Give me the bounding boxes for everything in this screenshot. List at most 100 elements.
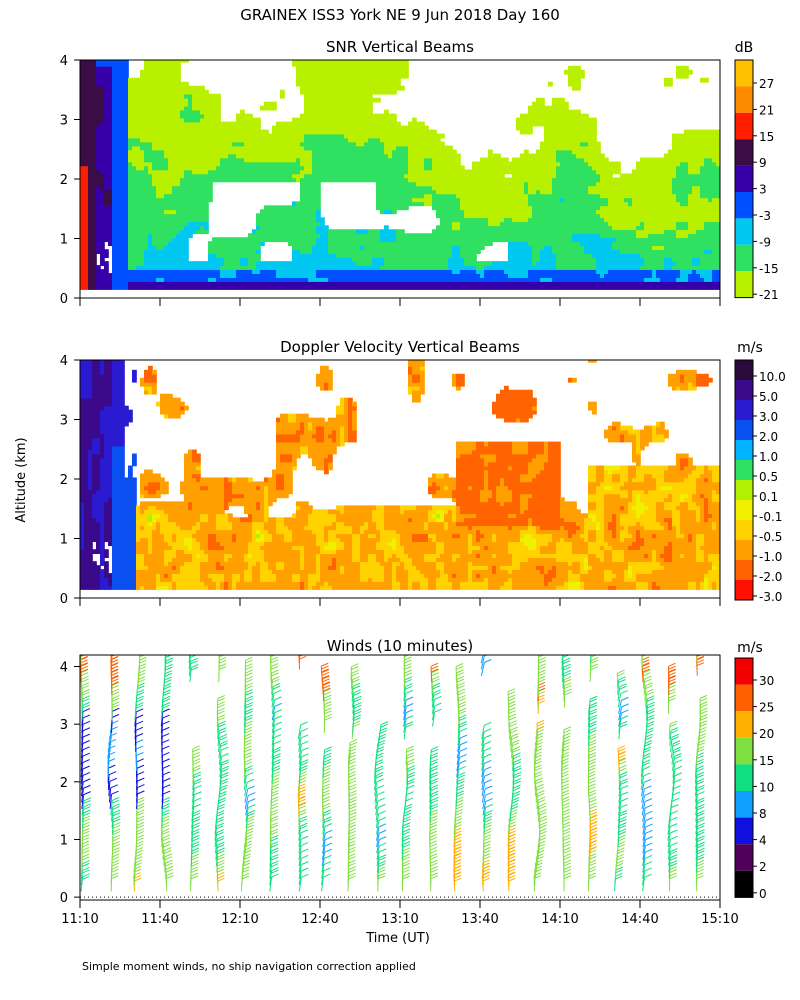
snr-cell [112, 261, 117, 266]
snr-cell [160, 145, 165, 151]
snr-cell [420, 253, 425, 258]
snr-cell [300, 189, 305, 195]
snr-cell [88, 205, 93, 211]
snr-cell [140, 269, 145, 274]
snr-cell [252, 233, 257, 239]
snr-cell [148, 209, 153, 215]
snr-cell [452, 161, 457, 167]
snr-cell [280, 261, 285, 266]
snr-cell [212, 145, 217, 151]
snr-cell [88, 117, 93, 123]
snr-cell [180, 177, 185, 183]
snr-cell [372, 145, 377, 151]
snr-cell [532, 165, 537, 171]
snr-cell [80, 113, 85, 119]
snr-cell [320, 153, 325, 159]
snr-cell [384, 173, 389, 179]
snr-cell [236, 281, 241, 286]
snr-cell [132, 181, 137, 187]
snr-cell [372, 73, 377, 79]
snr-cell [104, 281, 109, 286]
snr-cell [444, 173, 449, 179]
snr-cell [468, 169, 473, 175]
snr-cell [172, 257, 177, 262]
snr-cell [88, 65, 93, 71]
snr-cell [516, 273, 521, 278]
snr-cell [296, 257, 301, 262]
snr-cell [544, 277, 549, 282]
snr-cell [276, 285, 281, 290]
snr-cell [160, 77, 165, 83]
snr-cell [388, 269, 393, 274]
snr-cell [268, 281, 273, 286]
snr-cell [156, 189, 161, 195]
snr-cell [84, 93, 89, 99]
snr-cell [300, 241, 305, 247]
snr-cell [512, 277, 517, 282]
snr-cell [312, 189, 317, 195]
snr-cell [212, 133, 217, 139]
snr-cell [300, 169, 305, 175]
snr-cell [232, 245, 237, 251]
snr-cell [536, 273, 541, 278]
snr-cell [520, 193, 525, 199]
snr-cell [172, 253, 177, 258]
snr-cell [116, 277, 121, 282]
snr-cell [156, 233, 161, 239]
snr-cell [192, 113, 197, 119]
snr-cell [264, 261, 269, 266]
snr-cell [136, 137, 141, 143]
snr-cell [332, 113, 337, 119]
snr-cell [360, 65, 365, 71]
snr-cell [316, 60, 321, 63]
snr-cell [332, 121, 337, 127]
snr-cell [248, 261, 253, 266]
snr-cell [132, 241, 137, 247]
snr-cell [420, 233, 425, 239]
snr-cell [200, 149, 205, 155]
snr-cell [476, 197, 481, 203]
snr-cell [104, 137, 109, 143]
snr-cell [420, 269, 425, 274]
snr-cell [316, 69, 321, 75]
snr-cell [288, 145, 293, 151]
snr-cell [384, 60, 389, 63]
snr-cell [280, 217, 285, 223]
snr-cell [272, 217, 277, 223]
snr-cell [184, 169, 189, 175]
snr-cell [412, 181, 417, 187]
snr-cell [128, 89, 133, 95]
snr-cell [220, 133, 225, 139]
snr-cell [236, 249, 241, 255]
snr-cell [148, 229, 153, 235]
snr-cell [220, 245, 225, 251]
snr-cell [152, 161, 157, 167]
snr-cell [96, 85, 101, 91]
snr-cell [308, 145, 313, 151]
snr-cell [124, 133, 129, 139]
snr-cell [128, 173, 133, 179]
snr-cell [108, 149, 113, 155]
snr-cell [380, 173, 385, 179]
snr-cell [132, 85, 137, 91]
snr-cell [324, 269, 329, 274]
snr-cell [80, 145, 85, 151]
snr-cell [432, 205, 437, 211]
snr-cell [108, 141, 113, 147]
snr-cell [164, 60, 169, 63]
snr-cell [492, 273, 497, 278]
snr-cell [460, 233, 465, 239]
snr-cell [276, 221, 281, 227]
snr-cell [104, 177, 109, 183]
snr-cell [344, 281, 349, 286]
snr-cell [508, 205, 513, 211]
snr-cell [348, 149, 353, 155]
snr-cell [340, 277, 345, 282]
snr-cell [416, 245, 421, 251]
snr-cell [164, 221, 169, 227]
snr-cell [164, 65, 169, 71]
snr-cell [540, 177, 545, 183]
snr-cell [188, 261, 193, 266]
snr-cell [532, 177, 537, 183]
snr-cell [200, 185, 205, 191]
